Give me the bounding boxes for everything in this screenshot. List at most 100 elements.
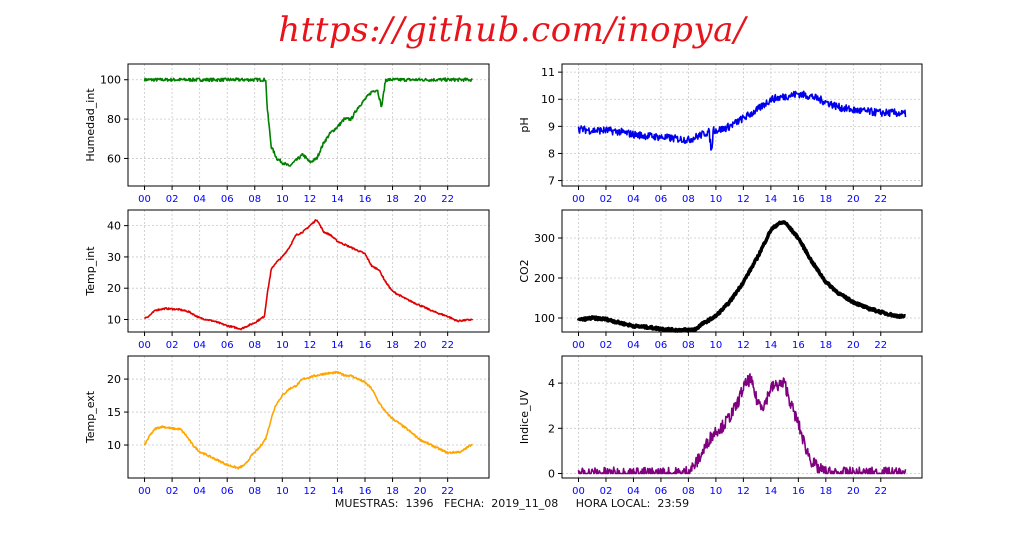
x-tick-label: 22 xyxy=(874,486,887,497)
x-tick-label: 02 xyxy=(600,486,613,497)
x-tick-label: 18 xyxy=(386,340,399,351)
x-tick-label: 10 xyxy=(710,340,723,351)
x-tick-label: 10 xyxy=(710,486,723,497)
series-line-indice_uv xyxy=(577,373,907,475)
local-time-value: 23:59 xyxy=(657,497,690,510)
plot-frame xyxy=(127,209,490,333)
y-tick-label: 7 xyxy=(548,175,555,188)
y-axis-label: CO2 xyxy=(518,259,531,282)
y-tick-label: 10 xyxy=(541,93,555,106)
x-tick-label: 10 xyxy=(276,194,289,205)
x-tick-label: 22 xyxy=(441,194,454,205)
y-tick-label: 60 xyxy=(107,152,121,165)
x-tick-label: 06 xyxy=(221,340,234,351)
y-tick-label: 9 xyxy=(548,120,555,133)
local-time-label: HORA LOCAL: xyxy=(575,497,651,510)
x-tick-label: 00 xyxy=(572,194,585,205)
samples-label: MUESTRAS: xyxy=(334,497,399,510)
x-tick-label: 12 xyxy=(304,194,317,205)
x-tick-label: 20 xyxy=(414,486,427,497)
x-tick-label: 16 xyxy=(792,340,805,351)
x-tick-label: 14 xyxy=(764,486,777,497)
y-tick-label: 15 xyxy=(107,406,121,419)
y-tick-label: 10 xyxy=(107,313,121,326)
x-tick-label: 14 xyxy=(331,340,344,351)
x-tick-label: 04 xyxy=(627,486,640,497)
x-tick-label: 04 xyxy=(193,194,206,205)
y-tick-label: 100 xyxy=(534,312,555,325)
x-tick-label: 22 xyxy=(441,486,454,497)
x-tick-label: 14 xyxy=(331,194,344,205)
x-tick-label: 10 xyxy=(276,340,289,351)
y-axis-label: Temp_ext xyxy=(84,390,97,444)
x-tick-label: 04 xyxy=(193,486,206,497)
y-tick-label: 40 xyxy=(107,220,121,233)
x-tick-label: 06 xyxy=(655,340,668,351)
y-tick-label: 0 xyxy=(548,467,555,480)
status-footer: MUESTRAS: 1396 FECHA: 2019_11_08 HORA LO… xyxy=(0,497,1024,510)
y-axis-label: pH xyxy=(518,117,531,132)
x-tick-label: 12 xyxy=(737,340,750,351)
x-tick-label: 02 xyxy=(600,340,613,351)
chart-panel-temp_ext: 00 02 04 06 08 10 12 14 16 18 20 22 10 15 20 Temp_ext xyxy=(84,355,490,497)
x-tick-label: 16 xyxy=(359,194,372,205)
x-tick-label: 08 xyxy=(248,194,261,205)
y-tick-label: 2 xyxy=(548,422,555,435)
x-tick-label: 18 xyxy=(819,340,832,351)
x-tick-label: 14 xyxy=(764,194,777,205)
x-tick-label: 18 xyxy=(386,194,399,205)
x-tick-label: 00 xyxy=(572,340,585,351)
x-tick-label: 22 xyxy=(874,340,887,351)
x-tick-label: 10 xyxy=(276,486,289,497)
x-tick-label: 20 xyxy=(847,194,860,205)
plot-frame xyxy=(561,63,923,187)
date-value: 2019_11_08 xyxy=(491,497,559,510)
y-tick-label: 200 xyxy=(534,272,555,285)
x-tick-label: 22 xyxy=(441,340,454,351)
y-tick-label: 11 xyxy=(541,66,555,79)
y-tick-label: 80 xyxy=(107,113,121,126)
x-tick-label: 18 xyxy=(819,486,832,497)
x-tick-label: 08 xyxy=(682,194,695,205)
y-tick-label: 10 xyxy=(107,439,121,452)
y-axis-label: Humedad_int xyxy=(84,88,97,162)
x-tick-label: 06 xyxy=(655,194,668,205)
y-axis-label: Temp_int xyxy=(84,246,97,297)
x-tick-label: 00 xyxy=(138,194,151,205)
plot-frame xyxy=(127,355,490,479)
y-axis-label: Indice_UV xyxy=(518,389,531,444)
x-tick-label: 08 xyxy=(682,340,695,351)
series-line-humedad_int xyxy=(143,77,473,167)
y-tick-label: 4 xyxy=(548,377,555,390)
x-tick-label: 08 xyxy=(682,486,695,497)
x-tick-label: 06 xyxy=(221,194,234,205)
y-tick-label: 30 xyxy=(107,251,121,264)
chart-panel-temp_int: 00 02 04 06 08 10 12 14 16 18 20 22 10 20 30 40 Temp_int xyxy=(84,209,490,351)
y-tick-label: 20 xyxy=(107,282,121,295)
page-title[interactable]: https://github.com/inopya/ xyxy=(278,10,746,50)
chart-panel-humedad_int: 00 02 04 06 08 10 12 14 16 18 20 22 60 80 100Humedad_i… xyxy=(84,63,490,205)
plot-frame xyxy=(561,209,923,333)
x-tick-label: 04 xyxy=(627,194,640,205)
x-tick-label: 14 xyxy=(764,340,777,351)
x-tick-label: 12 xyxy=(737,486,750,497)
x-tick-label: 02 xyxy=(166,194,179,205)
x-tick-label: 10 xyxy=(710,194,723,205)
y-tick-label: 300 xyxy=(534,232,555,245)
x-tick-label: 02 xyxy=(166,340,179,351)
plot-frame xyxy=(561,355,923,479)
x-tick-label: 18 xyxy=(386,486,399,497)
x-tick-label: 04 xyxy=(627,340,640,351)
x-tick-label: 16 xyxy=(792,486,805,497)
x-tick-label: 20 xyxy=(414,340,427,351)
series-line-temp_int xyxy=(143,219,474,331)
x-tick-label: 08 xyxy=(248,340,261,351)
chart-panel-ph: 00 02 04 06 08 10 12 14 16 18 20 22 7 8 9 10 11 pH xyxy=(518,63,923,205)
x-tick-label: 08 xyxy=(248,486,261,497)
x-tick-label: 12 xyxy=(304,340,317,351)
x-tick-label: 20 xyxy=(847,486,860,497)
x-tick-label: 16 xyxy=(792,194,805,205)
x-tick-label: 16 xyxy=(359,340,372,351)
x-tick-label: 00 xyxy=(138,340,151,351)
